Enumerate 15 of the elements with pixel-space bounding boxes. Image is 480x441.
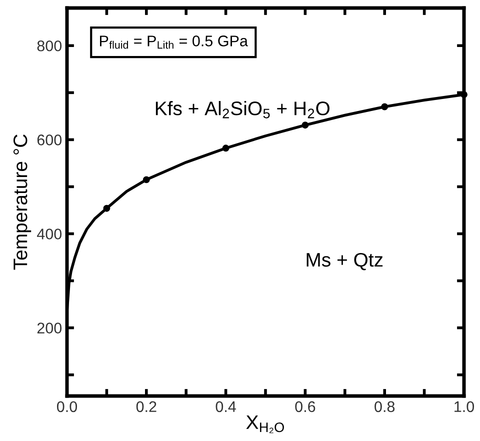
x-tick-label: 0.6 (295, 401, 316, 412)
x-tick-label: 0.8 (374, 401, 395, 412)
y-tick-label: 800 (37, 40, 62, 52)
x-tick-label: 0.4 (216, 401, 236, 412)
x-tick-label: 0.0 (56, 401, 78, 412)
annotation: Kfs + Al$_{2}$SiO$_{5}$ + H$_{2}$O (156, 101, 330, 118)
x-tick-label: 1.0 (454, 401, 474, 412)
y-tick-label: 600 (37, 134, 62, 146)
annotation: P$_{fluid}$ = P$_{Lith}$ = 0.5 GPa (100, 36, 248, 49)
x-axis-title: X$_{H₂O}$ (246, 416, 284, 434)
y-tick-label: 200 (37, 322, 62, 334)
y-axis-title: Temperature °C (13, 134, 32, 270)
y-tick-label: 400 (37, 228, 62, 240)
x-tick-label: 0.2 (136, 401, 156, 412)
annotation: Ms + Qtz (306, 252, 383, 270)
